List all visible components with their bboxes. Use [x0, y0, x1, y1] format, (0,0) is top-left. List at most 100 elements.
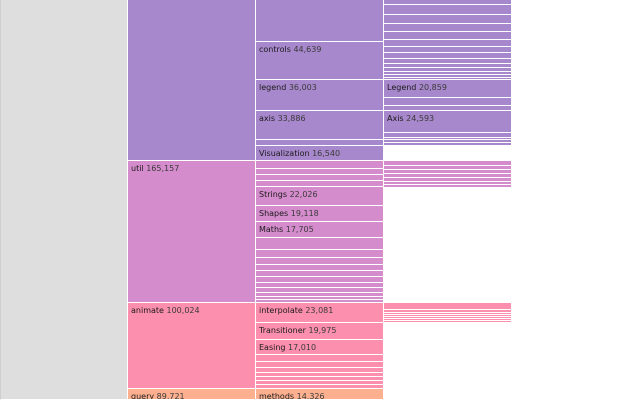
node-l2-32[interactable] — [256, 381, 384, 385]
node-value: 17,705 — [285, 225, 314, 234]
node-name: axis — [259, 114, 276, 123]
node-l3-16[interactable] — [384, 106, 512, 111]
node-l3-24[interactable] — [384, 170, 512, 174]
node-value: 24,593 — [406, 114, 435, 123]
node-l3-23[interactable] — [384, 166, 512, 170]
node-util[interactable]: util 165,157 — [128, 161, 256, 303]
node-name: interpolate — [259, 306, 303, 315]
node-l3-27[interactable] — [384, 182, 512, 185]
node-l2-16[interactable] — [256, 265, 384, 271]
node-query[interactable]: query 89,721 — [128, 389, 256, 400]
node-l2-21[interactable] — [256, 293, 384, 297]
node-l2-8[interactable] — [256, 175, 384, 181]
node-l2-19[interactable] — [256, 283, 384, 288]
node-l3-13[interactable] — [384, 78, 512, 80]
node-l2-17[interactable] — [256, 271, 384, 277]
node-l2-27[interactable] — [256, 355, 384, 362]
node-l3-20[interactable] — [384, 140, 512, 143]
node-value: 44,639 — [293, 45, 322, 54]
node-l3-3[interactable] — [384, 24, 512, 32]
node-l3-35[interactable] — [384, 321, 512, 323]
node-l3-25[interactable] — [384, 174, 512, 178]
node-label: interpolate 23,081 — [259, 306, 333, 316]
node-label: Maths 17,705 — [259, 225, 314, 235]
node-l3-11[interactable] — [384, 72, 512, 75]
node-l1-0[interactable] — [128, 0, 256, 161]
node-axis[interactable]: axis 33,886 — [256, 111, 384, 140]
node-methods[interactable]: methods 14,326 — [256, 389, 384, 400]
node-l3-5[interactable] — [384, 40, 512, 47]
node-value: 20,859 — [418, 83, 447, 92]
node-name: Strings — [259, 190, 288, 199]
node-l3-6[interactable] — [384, 47, 512, 53]
node-value: 17,010 — [288, 343, 317, 352]
node-l2-9[interactable] — [256, 181, 384, 187]
node-controls[interactable]: controls 44,639 — [256, 42, 384, 80]
node-l2-23[interactable] — [256, 300, 384, 303]
node-l2-4[interactable] — [256, 140, 384, 146]
node-l3-19[interactable] — [384, 138, 512, 140]
node-animate[interactable]: animate 100,024 — [128, 303, 256, 389]
node-l3-1[interactable] — [384, 5, 512, 15]
node-interpolate[interactable]: interpolate 23,081 — [256, 303, 384, 323]
node-l2-0[interactable] — [256, 0, 384, 42]
node-l3-15[interactable] — [384, 98, 512, 106]
node-l2-6[interactable] — [256, 161, 384, 169]
node-l3-8[interactable] — [384, 59, 512, 64]
node-l3-33[interactable] — [384, 317, 512, 319]
node-axis[interactable]: Axis 24,593 — [384, 111, 512, 133]
node-l3-10[interactable] — [384, 68, 512, 72]
node-l3-32[interactable] — [384, 315, 512, 317]
node-strings[interactable]: Strings 22,026 — [256, 187, 384, 206]
node-l2-31[interactable] — [256, 377, 384, 381]
node-l3-30[interactable] — [384, 310, 512, 313]
node-value: 89,721 — [156, 392, 185, 400]
node-name: Transitioner — [259, 326, 306, 335]
node-l2-22[interactable] — [256, 297, 384, 300]
node-l3-29[interactable] — [384, 303, 512, 310]
node-l0-0[interactable] — [0, 0, 128, 400]
node-value: 14,326 — [296, 392, 325, 400]
node-label: util 165,157 — [131, 164, 179, 174]
node-l3-21[interactable] — [384, 143, 512, 146]
node-visualization[interactable]: Visualization 16,540 — [256, 146, 384, 161]
node-l3-22[interactable] — [384, 161, 512, 166]
node-value: 16,540 — [312, 149, 341, 158]
node-l2-29[interactable] — [256, 368, 384, 373]
node-l3-26[interactable] — [384, 178, 512, 182]
node-l2-15[interactable] — [256, 258, 384, 265]
node-l3-34[interactable] — [384, 319, 512, 321]
node-shapes[interactable]: Shapes 19,118 — [256, 206, 384, 222]
node-easing[interactable]: Easing 17,010 — [256, 340, 384, 355]
node-l3-9[interactable] — [384, 64, 512, 68]
node-l3-18[interactable] — [384, 133, 512, 138]
node-label: Shapes 19,118 — [259, 209, 319, 219]
node-l3-28[interactable] — [384, 185, 512, 188]
node-l3-31[interactable] — [384, 313, 512, 315]
node-l2-13[interactable] — [256, 238, 384, 250]
node-l2-30[interactable] — [256, 373, 384, 377]
node-l3-2[interactable] — [384, 15, 512, 24]
node-l3-0[interactable] — [384, 0, 512, 5]
node-l2-18[interactable] — [256, 277, 384, 283]
node-legend[interactable]: legend 36,003 — [256, 80, 384, 111]
node-maths[interactable]: Maths 17,705 — [256, 222, 384, 238]
node-value: 33,886 — [277, 114, 306, 123]
node-name: methods — [259, 392, 295, 400]
node-label: query 89,721 — [131, 392, 185, 400]
node-l3-4[interactable] — [384, 32, 512, 40]
node-name: Legend — [387, 83, 417, 92]
node-l2-33[interactable] — [256, 385, 384, 389]
node-name: util — [131, 164, 144, 173]
node-l2-7[interactable] — [256, 169, 384, 175]
node-l2-20[interactable] — [256, 288, 384, 293]
node-l3-7[interactable] — [384, 53, 512, 59]
node-l2-28[interactable] — [256, 362, 384, 368]
node-transitioner[interactable]: Transitioner 19,975 — [256, 323, 384, 340]
node-legend[interactable]: Legend 20,859 — [384, 80, 512, 98]
node-l3-12[interactable] — [384, 75, 512, 78]
node-value: 36,003 — [288, 83, 317, 92]
node-l2-14[interactable] — [256, 250, 384, 258]
node-value: 100,024 — [166, 306, 200, 315]
node-name: legend — [259, 83, 287, 92]
